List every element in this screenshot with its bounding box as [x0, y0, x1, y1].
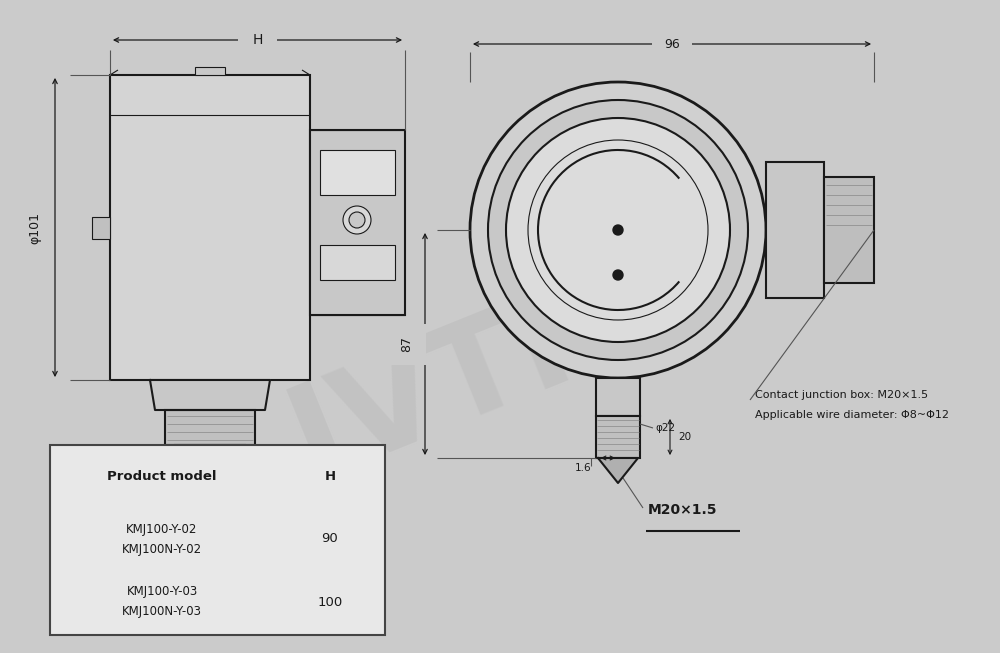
Text: H: H — [324, 470, 336, 483]
Bar — [596, 416, 640, 458]
Circle shape — [506, 118, 730, 342]
Text: H: H — [252, 33, 263, 47]
Text: 87: 87 — [400, 336, 414, 352]
Bar — [50, 445, 385, 635]
Circle shape — [613, 270, 623, 280]
Text: 20: 20 — [678, 432, 691, 442]
Text: KMJ100-Y-03: KMJ100-Y-03 — [126, 586, 198, 599]
Text: KMJ100N-Y-03: KMJ100N-Y-03 — [122, 605, 202, 618]
Text: Product model: Product model — [107, 470, 217, 483]
Circle shape — [470, 82, 766, 378]
Text: KMJ100N-Y-02: KMJ100N-Y-02 — [122, 543, 202, 556]
Circle shape — [349, 212, 365, 228]
Polygon shape — [150, 380, 270, 410]
Bar — [320, 150, 395, 195]
Text: φ101: φ101 — [28, 212, 42, 244]
Text: 96: 96 — [664, 37, 680, 50]
Bar — [824, 177, 874, 283]
Bar — [165, 410, 255, 445]
Circle shape — [343, 206, 371, 234]
Text: Applicable wire diameter: Φ8~Φ12: Applicable wire diameter: Φ8~Φ12 — [755, 410, 949, 420]
Circle shape — [613, 225, 623, 235]
Bar — [320, 245, 395, 280]
Bar — [195, 67, 225, 75]
Text: KMJ100-Y-02: KMJ100-Y-02 — [126, 522, 198, 535]
Polygon shape — [175, 495, 245, 523]
Bar — [766, 162, 824, 298]
Bar — [110, 75, 310, 380]
Circle shape — [488, 100, 748, 360]
Bar — [596, 378, 640, 416]
Circle shape — [528, 140, 708, 320]
Text: φ22: φ22 — [655, 423, 675, 433]
Text: 1.6: 1.6 — [574, 463, 591, 473]
Bar — [92, 217, 110, 239]
Bar — [175, 445, 245, 495]
Text: 90: 90 — [322, 532, 338, 545]
Text: 100: 100 — [317, 596, 343, 609]
Text: Contact junction box: M20×1.5: Contact junction box: M20×1.5 — [755, 390, 928, 400]
Polygon shape — [598, 458, 638, 483]
Text: JVTIA: JVTIA — [274, 247, 686, 513]
Text: M20×1.5: M20×1.5 — [648, 503, 718, 517]
Bar — [310, 130, 405, 315]
